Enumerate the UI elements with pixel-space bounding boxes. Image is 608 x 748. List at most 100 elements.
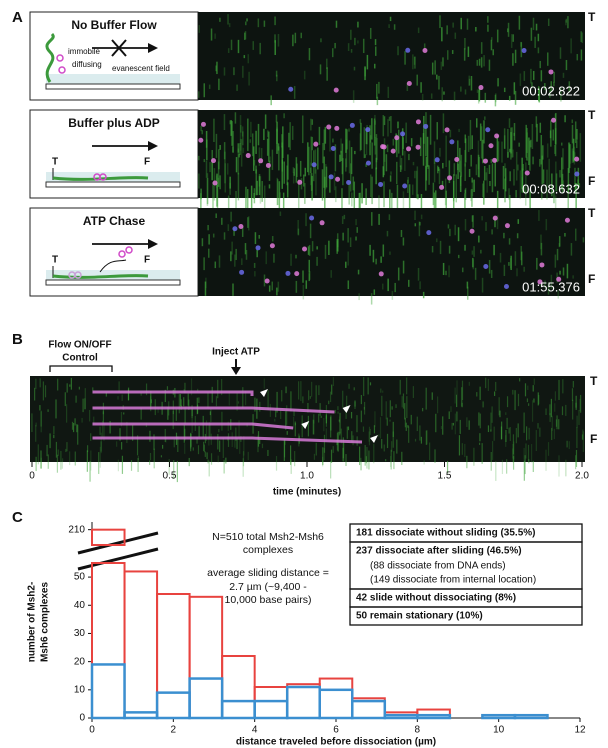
green-speck [525,124,527,158]
green-speck [469,119,472,150]
green-streak [575,449,578,467]
green-speck [411,184,414,195]
green-speck [241,226,244,237]
green-speck [483,120,485,144]
green-streak [512,448,514,459]
protein-icon [118,250,126,258]
green-speck [556,248,559,261]
green-streak [55,399,57,419]
green-speck [544,280,546,288]
green-streak [198,397,200,403]
green-streak [340,428,342,444]
green-streak [294,451,296,467]
green-speck [348,140,351,174]
green-streak [359,446,361,466]
green-speck [528,137,530,166]
green-speck [482,183,484,198]
green-speck [415,170,418,199]
green-streak [227,421,229,431]
green-speck [514,251,517,266]
green-streak [434,449,436,463]
green-speck [321,169,324,201]
green-speck [335,186,337,203]
green-streak [425,430,427,445]
green-speck [582,237,585,243]
green-speck [300,32,303,39]
green-streak [550,398,552,418]
green-streak [551,415,553,431]
green-speck [455,174,458,203]
green-streak [500,426,503,440]
green-speck [303,70,306,80]
green-speck [436,122,438,140]
green-speck [564,232,566,237]
green-streak [197,445,200,455]
green-streak [381,395,383,417]
green-speck [212,233,215,238]
green-streak [553,428,555,440]
green-streak [330,415,332,431]
green-streak [478,442,481,445]
green-streak [554,391,557,401]
green-speck [250,185,253,218]
green-speck [431,246,434,253]
green-speck [477,90,480,104]
green-speck [345,139,348,168]
green-streak [205,420,208,441]
green-streak [177,436,179,453]
green-streak [196,397,198,415]
green-speck [221,217,223,225]
green-speck [467,135,470,152]
green-speck [352,176,355,191]
green-speck [241,126,244,137]
green-streak [313,414,315,435]
x-tick-label: 12 [574,725,586,736]
green-speck [568,81,571,93]
green-speck [414,56,416,69]
green-speck [340,150,342,162]
green-streak [239,437,241,454]
green-streak [458,435,461,456]
green-speck [325,164,327,190]
histogram-bar [253,686,289,719]
green-speck [436,165,439,174]
green-streak [347,426,350,431]
green-speck [317,147,319,170]
green-speck [397,267,400,281]
green-speck [451,50,454,54]
green-streak [526,398,529,403]
green-speck [324,126,327,144]
green-streak [228,390,230,406]
green-speck [247,54,250,64]
green-streak [348,383,350,389]
green-speck [227,48,230,54]
green-speck [486,167,488,193]
green-speck [507,128,509,158]
green-speck [460,171,462,187]
green-streak [101,420,104,439]
green-streak [426,430,428,445]
green-streak [243,436,245,456]
green-speck [331,48,334,58]
green-streak [456,380,458,395]
green-streak [136,435,139,456]
green-streak [545,408,547,416]
green-streak [558,379,560,400]
green-streak [366,447,368,469]
green-streak [204,451,206,457]
green-speck [570,243,573,256]
green-streak [537,423,539,429]
green-speck [345,261,347,268]
green-speck [369,174,372,197]
green-speck [208,234,210,245]
green-streak [172,410,174,430]
green-streak [330,460,332,479]
green-streak [466,455,468,469]
green-speck [420,194,423,213]
protein-dot [264,278,270,284]
green-streak [362,426,365,432]
green-speck [518,142,520,147]
green-speck [329,175,331,193]
green-speck [530,68,532,84]
protein-icon [99,173,107,181]
